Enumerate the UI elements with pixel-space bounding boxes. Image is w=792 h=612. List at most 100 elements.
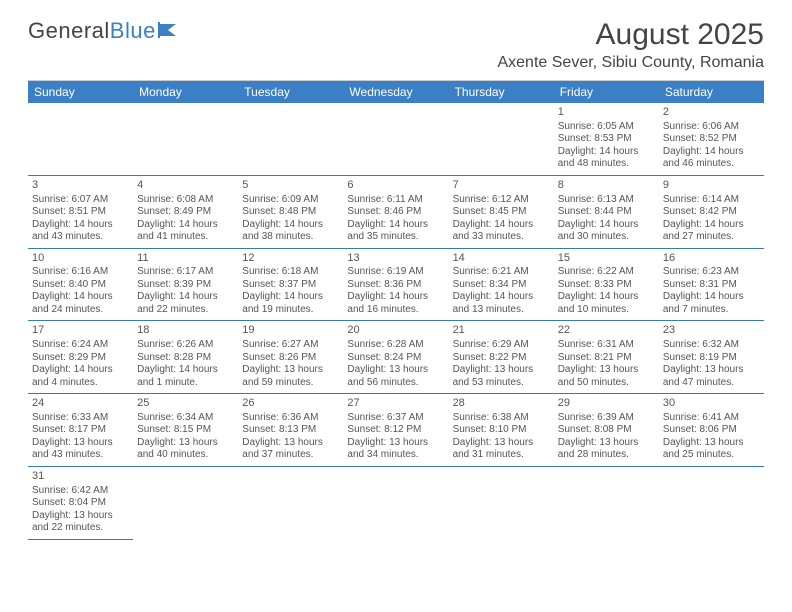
- day-header: Friday: [554, 81, 659, 103]
- sunrise-text: Sunrise: 6:42 AM: [32, 485, 129, 498]
- daylight-text-1: Daylight: 13 hours: [453, 364, 550, 377]
- sunset-text: Sunset: 8:39 PM: [137, 279, 234, 292]
- sunset-text: Sunset: 8:19 PM: [663, 352, 760, 365]
- sunrise-text: Sunrise: 6:39 AM: [558, 412, 655, 425]
- sunrise-text: Sunrise: 6:17 AM: [137, 266, 234, 279]
- daylight-text-2: and 38 minutes.: [242, 231, 339, 244]
- sunset-text: Sunset: 8:04 PM: [32, 497, 129, 510]
- sunrise-text: Sunrise: 6:33 AM: [32, 412, 129, 425]
- daylight-text-1: Daylight: 13 hours: [137, 437, 234, 450]
- daylight-text-2: and 24 minutes.: [32, 304, 129, 317]
- day-number: 17: [32, 324, 129, 338]
- day-number: 27: [347, 397, 444, 411]
- calendar-blank-cell: [28, 103, 133, 176]
- daylight-text-1: Daylight: 13 hours: [32, 437, 129, 450]
- daylight-text-1: Daylight: 14 hours: [137, 364, 234, 377]
- sunrise-text: Sunrise: 6:26 AM: [137, 339, 234, 352]
- calendar-day-cell: 13Sunrise: 6:19 AMSunset: 8:36 PMDayligh…: [343, 249, 448, 322]
- sunset-text: Sunset: 8:51 PM: [32, 206, 129, 219]
- daylight-text-1: Daylight: 13 hours: [347, 364, 444, 377]
- day-header: Saturday: [659, 81, 764, 103]
- day-number: 5: [242, 179, 339, 193]
- location-text: Axente Sever, Sibiu County, Romania: [497, 54, 764, 72]
- sunrise-text: Sunrise: 6:41 AM: [663, 412, 760, 425]
- calendar-day-cell: 16Sunrise: 6:23 AMSunset: 8:31 PMDayligh…: [659, 249, 764, 322]
- daylight-text-2: and 25 minutes.: [663, 449, 760, 462]
- sunset-text: Sunset: 8:42 PM: [663, 206, 760, 219]
- day-number: 1: [558, 106, 655, 120]
- day-number: 8: [558, 179, 655, 193]
- sunset-text: Sunset: 8:49 PM: [137, 206, 234, 219]
- sunset-text: Sunset: 8:08 PM: [558, 424, 655, 437]
- sunrise-text: Sunrise: 6:21 AM: [453, 266, 550, 279]
- daylight-text-1: Daylight: 14 hours: [663, 219, 760, 232]
- daylight-text-2: and 48 minutes.: [558, 158, 655, 171]
- daylight-text-1: Daylight: 14 hours: [558, 291, 655, 304]
- daylight-text-1: Daylight: 13 hours: [347, 437, 444, 450]
- sunset-text: Sunset: 8:29 PM: [32, 352, 129, 365]
- sunrise-text: Sunrise: 6:07 AM: [32, 194, 129, 207]
- day-number: 25: [137, 397, 234, 411]
- daylight-text-1: Daylight: 13 hours: [663, 364, 760, 377]
- daylight-text-2: and 53 minutes.: [453, 377, 550, 390]
- day-number: 9: [663, 179, 760, 193]
- daylight-text-1: Daylight: 13 hours: [32, 510, 129, 523]
- calendar-blank-cell: [343, 103, 448, 176]
- sunrise-text: Sunrise: 6:27 AM: [242, 339, 339, 352]
- calendar-day-cell: 4Sunrise: 6:08 AMSunset: 8:49 PMDaylight…: [133, 176, 238, 249]
- daylight-text-1: Daylight: 13 hours: [242, 364, 339, 377]
- daylight-text-1: Daylight: 14 hours: [32, 291, 129, 304]
- daylight-text-2: and 1 minute.: [137, 377, 234, 390]
- daylight-text-1: Daylight: 14 hours: [347, 219, 444, 232]
- sunset-text: Sunset: 8:34 PM: [453, 279, 550, 292]
- daylight-text-2: and 59 minutes.: [242, 377, 339, 390]
- day-number: 16: [663, 252, 760, 266]
- sunrise-text: Sunrise: 6:22 AM: [558, 266, 655, 279]
- calendar-day-cell: 25Sunrise: 6:34 AMSunset: 8:15 PMDayligh…: [133, 394, 238, 467]
- calendar-day-cell: 7Sunrise: 6:12 AMSunset: 8:45 PMDaylight…: [449, 176, 554, 249]
- daylight-text-1: Daylight: 14 hours: [663, 291, 760, 304]
- daylight-text-2: and 33 minutes.: [453, 231, 550, 244]
- daylight-text-2: and 16 minutes.: [347, 304, 444, 317]
- day-number: 21: [453, 324, 550, 338]
- daylight-text-1: Daylight: 14 hours: [137, 219, 234, 232]
- daylight-text-2: and 7 minutes.: [663, 304, 760, 317]
- title-block: August 2025 Axente Sever, Sibiu County, …: [497, 18, 764, 76]
- sunset-text: Sunset: 8:28 PM: [137, 352, 234, 365]
- daylight-text-1: Daylight: 14 hours: [32, 364, 129, 377]
- sunrise-text: Sunrise: 6:28 AM: [347, 339, 444, 352]
- day-header: Monday: [133, 81, 238, 103]
- sunset-text: Sunset: 8:22 PM: [453, 352, 550, 365]
- daylight-text-2: and 4 minutes.: [32, 377, 129, 390]
- daylight-text-2: and 34 minutes.: [347, 449, 444, 462]
- day-header: Wednesday: [343, 81, 448, 103]
- daylight-text-1: Daylight: 13 hours: [558, 364, 655, 377]
- day-number: 12: [242, 252, 339, 266]
- sunrise-text: Sunrise: 6:06 AM: [663, 121, 760, 134]
- day-number: 15: [558, 252, 655, 266]
- calendar-blank-cell: [449, 103, 554, 176]
- sunrise-text: Sunrise: 6:16 AM: [32, 266, 129, 279]
- sunset-text: Sunset: 8:10 PM: [453, 424, 550, 437]
- day-number: 30: [663, 397, 760, 411]
- calendar-blank-cell: [133, 103, 238, 176]
- day-header: Sunday: [28, 81, 133, 103]
- daylight-text-1: Daylight: 14 hours: [558, 219, 655, 232]
- calendar-day-cell: 2Sunrise: 6:06 AMSunset: 8:52 PMDaylight…: [659, 103, 764, 176]
- calendar-day-cell: 22Sunrise: 6:31 AMSunset: 8:21 PMDayligh…: [554, 321, 659, 394]
- calendar-day-cell: 28Sunrise: 6:38 AMSunset: 8:10 PMDayligh…: [449, 394, 554, 467]
- day-number: 7: [453, 179, 550, 193]
- sunrise-text: Sunrise: 6:34 AM: [137, 412, 234, 425]
- calendar-day-cell: 14Sunrise: 6:21 AMSunset: 8:34 PMDayligh…: [449, 249, 554, 322]
- sunset-text: Sunset: 8:12 PM: [347, 424, 444, 437]
- day-number: 24: [32, 397, 129, 411]
- daylight-text-2: and 30 minutes.: [558, 231, 655, 244]
- calendar-day-cell: 26Sunrise: 6:36 AMSunset: 8:13 PMDayligh…: [238, 394, 343, 467]
- sunset-text: Sunset: 8:21 PM: [558, 352, 655, 365]
- daylight-text-2: and 22 minutes.: [32, 522, 129, 535]
- calendar-day-cell: 19Sunrise: 6:27 AMSunset: 8:26 PMDayligh…: [238, 321, 343, 394]
- sunrise-text: Sunrise: 6:13 AM: [558, 194, 655, 207]
- daylight-text-2: and 27 minutes.: [663, 231, 760, 244]
- daylight-text-2: and 37 minutes.: [242, 449, 339, 462]
- daylight-text-2: and 22 minutes.: [137, 304, 234, 317]
